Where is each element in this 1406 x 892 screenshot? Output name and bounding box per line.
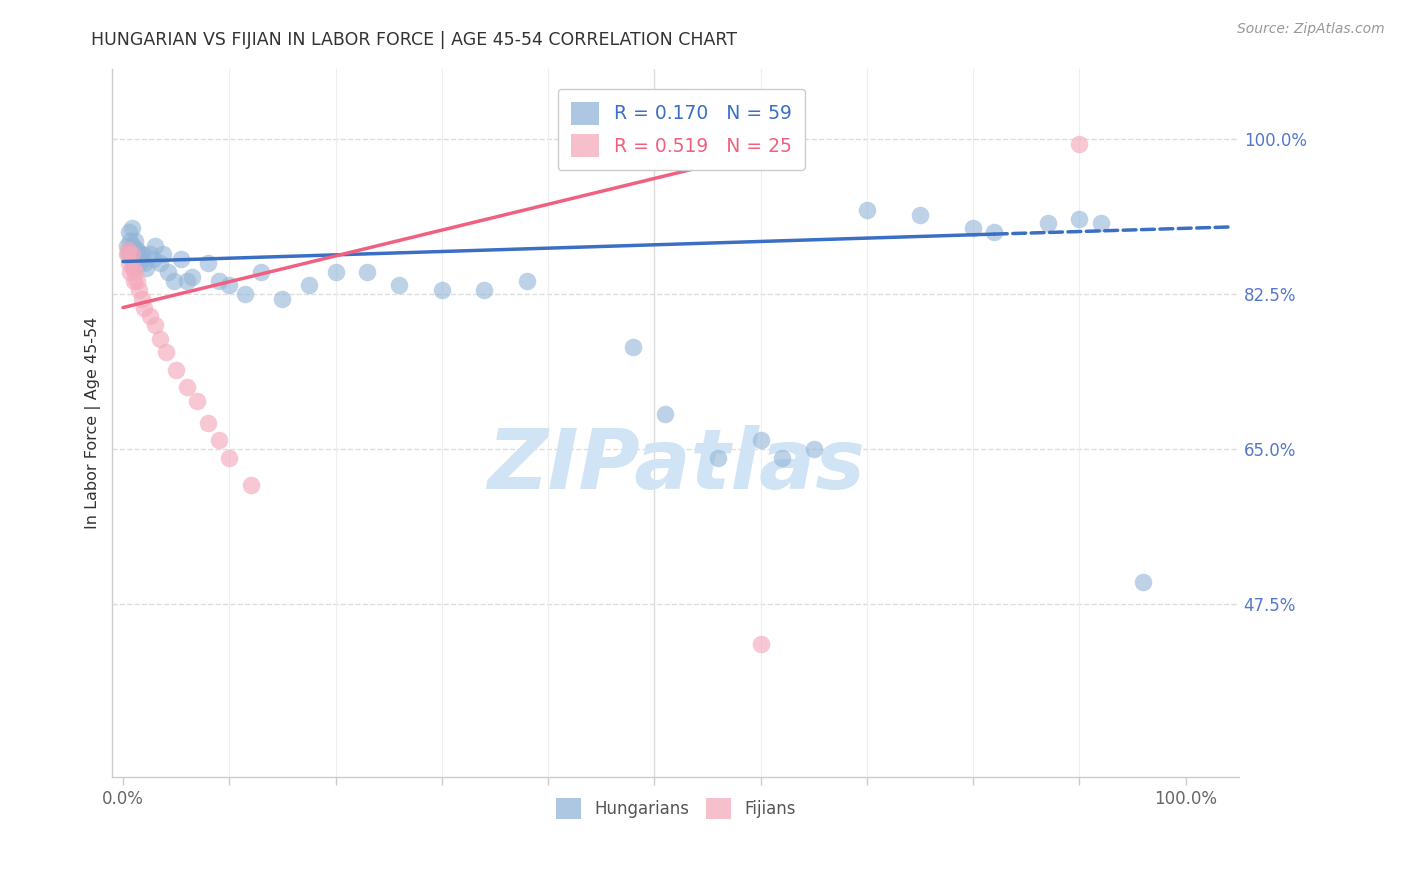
Point [149, 332, 172, 346]
Point [208, 274, 231, 288]
Point [472, 283, 495, 297]
Point [122, 247, 145, 261]
Point [1036, 217, 1059, 231]
Point [156, 265, 179, 279]
Point [117, 238, 139, 252]
Point [983, 225, 1005, 239]
Point [271, 292, 294, 306]
Point [218, 451, 240, 466]
Point [208, 434, 231, 448]
Point [142, 252, 165, 266]
Point [122, 274, 145, 288]
Point [149, 256, 172, 270]
Point [120, 247, 142, 261]
Point [131, 292, 153, 306]
Point [803, 442, 825, 457]
Point [356, 265, 378, 279]
Point [135, 260, 157, 275]
Point [654, 407, 676, 421]
Point [117, 243, 139, 257]
Point [117, 247, 139, 261]
Point [118, 225, 141, 239]
Point [516, 274, 538, 288]
Point [176, 274, 198, 288]
Point [155, 344, 177, 359]
Point [218, 278, 240, 293]
Point [124, 234, 146, 248]
Point [125, 243, 148, 257]
Point [129, 247, 152, 261]
Point [121, 220, 143, 235]
Point [118, 243, 141, 257]
Point [143, 318, 166, 333]
Point [325, 265, 347, 279]
Point [128, 283, 150, 297]
Point [962, 220, 984, 235]
Point [707, 451, 730, 466]
Text: Source: ZipAtlas.com: Source: ZipAtlas.com [1237, 22, 1385, 37]
Point [121, 243, 143, 257]
Point [121, 260, 143, 275]
Point [131, 247, 153, 261]
Point [186, 393, 208, 408]
Point [621, 340, 644, 354]
Point [117, 247, 139, 261]
Point [122, 260, 145, 275]
Point [233, 287, 256, 301]
Point [1132, 575, 1154, 590]
Point [170, 252, 193, 266]
Point [181, 269, 204, 284]
Point [388, 278, 411, 293]
Point [138, 247, 160, 261]
Point [165, 362, 187, 376]
Point [856, 203, 879, 218]
Point [121, 238, 143, 252]
Point [125, 243, 148, 257]
Point [124, 265, 146, 279]
Point [152, 247, 174, 261]
Point [908, 208, 931, 222]
Point [128, 256, 150, 270]
Y-axis label: In Labor Force | Age 45-54: In Labor Force | Age 45-54 [86, 317, 101, 529]
Point [1069, 136, 1091, 151]
Point [1090, 217, 1112, 231]
Point [120, 234, 142, 248]
Point [134, 301, 156, 315]
Point [197, 416, 219, 430]
Point [134, 256, 156, 270]
Text: ZIPatlas: ZIPatlas [486, 425, 865, 506]
Point [176, 380, 198, 394]
Point [163, 274, 186, 288]
Point [118, 256, 141, 270]
Point [749, 434, 772, 448]
Point [298, 278, 321, 293]
Point [120, 265, 142, 279]
Point [138, 310, 160, 324]
Point [250, 265, 273, 279]
Point [197, 256, 219, 270]
Point [749, 637, 772, 651]
Point [1069, 212, 1091, 227]
Point [125, 252, 148, 266]
Point [239, 477, 262, 491]
Text: HUNGARIAN VS FIJIAN IN LABOR FORCE | AGE 45-54 CORRELATION CHART: HUNGARIAN VS FIJIAN IN LABOR FORCE | AGE… [91, 31, 737, 49]
Point [127, 247, 149, 261]
Point [430, 283, 453, 297]
Point [121, 256, 143, 270]
Point [770, 451, 793, 466]
Point [125, 274, 148, 288]
Point [121, 247, 143, 261]
Legend: Hungarians, Fijians: Hungarians, Fijians [548, 791, 803, 825]
Point [143, 238, 166, 252]
